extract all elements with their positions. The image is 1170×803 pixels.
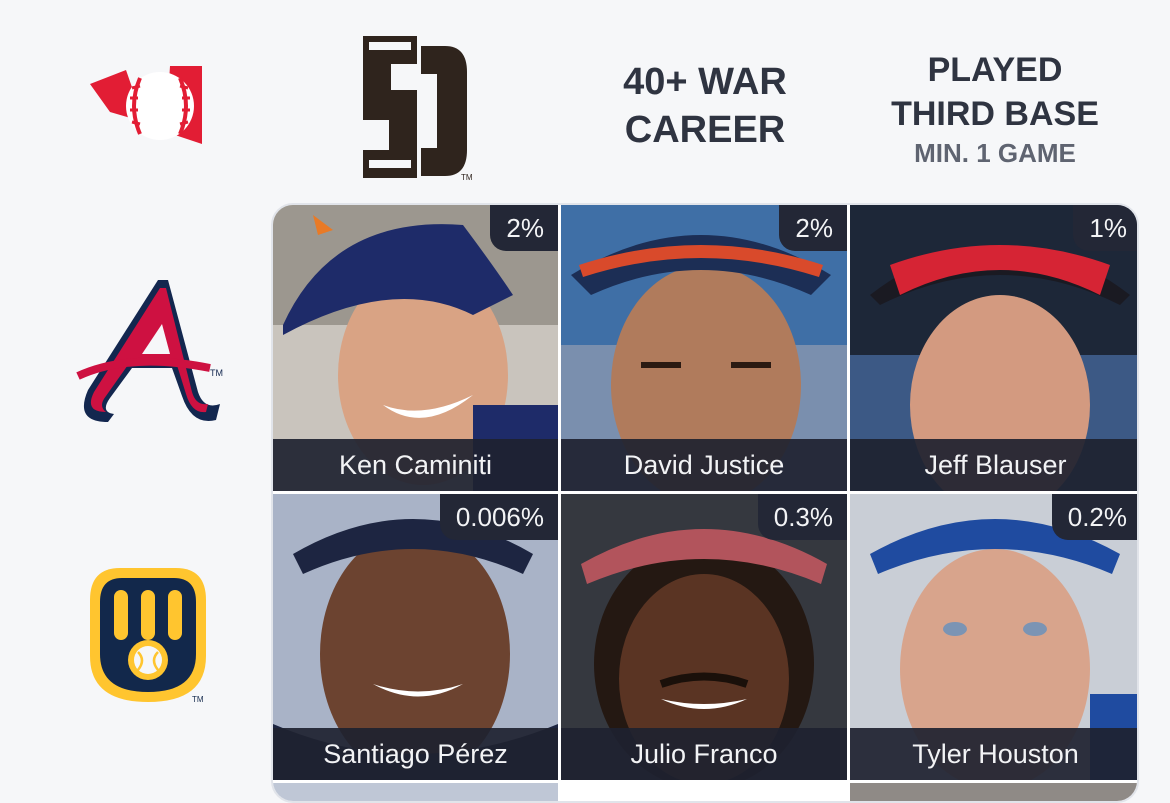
grid-cell[interactable]: 2% Ken Caminiti [273,205,558,491]
brewers-logo-icon[interactable]: TM [80,560,216,710]
grid-cell[interactable]: 0.2% Tyler Houston [850,494,1137,780]
header-line: PLAYED [927,51,1063,89]
player-name: Santiago Pérez [273,728,558,780]
rarity-badge: 1% [1073,205,1137,251]
rarity-badge: 2% [779,205,847,251]
rarity-badge: 2% [490,205,558,251]
grid-cell[interactable]: 0.006% Santiago Pérez [273,494,558,780]
svg-text:TM: TM [192,695,204,704]
player-name: Tyler Houston [850,728,1137,780]
player-name: Ken Caminiti [273,439,558,491]
header-line: 40+ WAR [623,61,787,103]
player-name: Jeff Blauser [850,439,1137,491]
immaculate-grid-logo-icon [88,62,206,148]
header-line: THIRD BASE [891,95,1099,133]
grid-cell[interactable]: 2% David Justice [561,205,847,491]
player-name: David Justice [561,439,847,491]
braves-logo-icon[interactable]: TM [70,272,230,424]
svg-text:TM: TM [210,368,223,378]
player-name: Julio Franco [561,728,847,780]
grid-cell[interactable]: 0.3% Julio Franco [561,494,847,780]
grid-cell[interactable]: 1% Jeff Blauser [850,205,1137,491]
grid-cell[interactable] [850,783,1137,801]
player-grid: 2% Ken Caminiti 2% David Justice 1% Jeff… [271,203,1139,803]
column-header-40-war[interactable]: 40+ WAR CAREER [575,58,835,154]
grid-cell[interactable] [273,783,558,801]
column-header-third-base[interactable]: PLAYED THIRD BASE MIN. 1 GAME [860,48,1130,170]
grid-cell[interactable] [561,783,847,801]
rarity-badge: 0.3% [757,494,847,540]
rarity-badge: 0.2% [1051,494,1137,540]
header-line: CAREER [624,109,786,151]
padres-sd-logo-icon[interactable]: TM [355,32,475,182]
header-subline: MIN. 1 GAME [914,138,1076,168]
rarity-badge: 0.006% [439,494,558,540]
svg-text:TM: TM [461,173,473,182]
